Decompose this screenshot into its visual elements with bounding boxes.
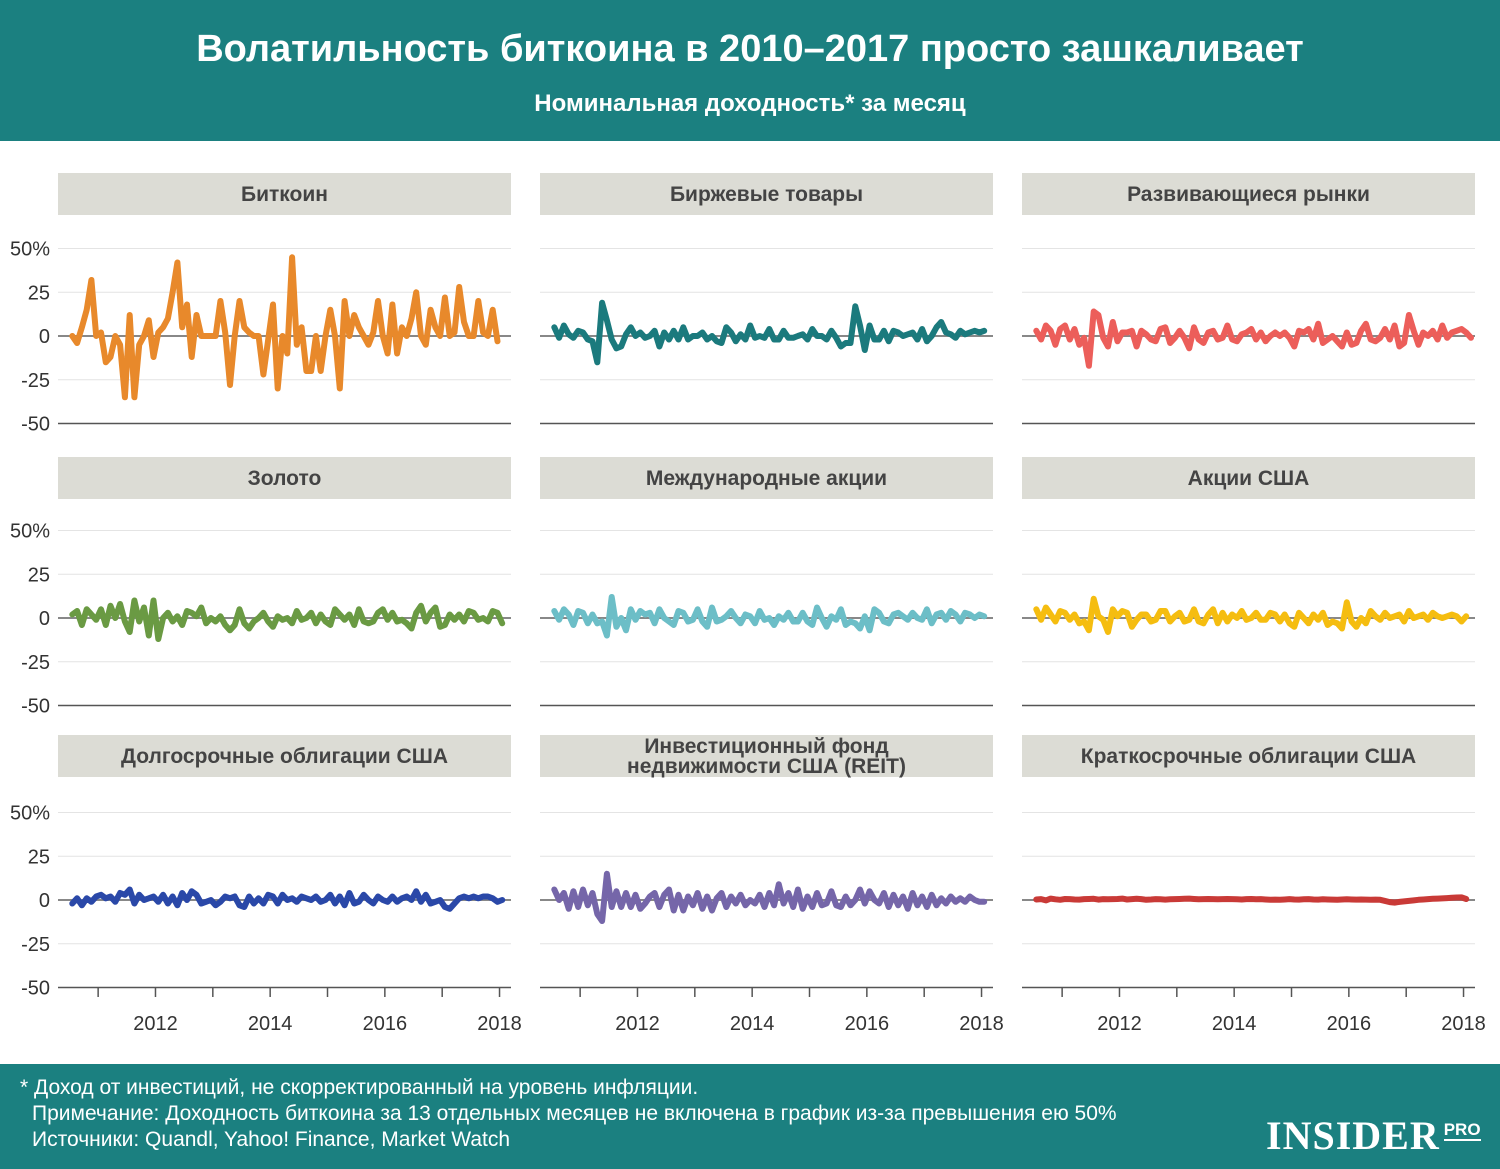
panel-title: Долгосрочные облигации США	[121, 745, 448, 768]
x-tick-label: 2018	[1441, 1013, 1486, 1035]
series-line	[551, 870, 988, 924]
panel-1: Биткоин 50% 25 0 -25 -50	[10, 173, 511, 436]
series-line	[1033, 595, 1470, 635]
panel-8: Инвестиционный фонд недвижимости США (REI…	[540, 735, 1004, 1035]
y-tick-label: 50%	[10, 803, 50, 825]
x-tick-label: 2012	[133, 1013, 178, 1035]
x-tick-label: 2018	[477, 1013, 522, 1035]
y-tick-label: 50%	[10, 239, 50, 261]
x-tick-label: 2016	[1327, 1013, 1372, 1035]
panel-title: Международные акции	[646, 467, 887, 490]
y-tick-label: 25	[28, 282, 50, 304]
y-tick-label: -50	[21, 696, 50, 718]
brand-sub: PRO	[1443, 1120, 1481, 1141]
page-title: Волатильность биткоина в 2010–2017 прост…	[196, 28, 1304, 70]
series-line	[1033, 308, 1474, 369]
x-tick-label: 2014	[248, 1013, 293, 1035]
panel-title: Развивающиеся рынки	[1127, 183, 1370, 206]
x-tick-label: 2018	[959, 1013, 1004, 1035]
panel-7: Долгосрочные облигации США 50% 25 0 -25 -50 20…	[10, 735, 522, 1035]
footnote: * Доход от инвестиций, не скорректирован…	[20, 1076, 699, 1099]
x-tick-label: 2016	[363, 1013, 408, 1035]
panel-title-bar	[58, 457, 511, 499]
panel-title: Золото	[248, 467, 322, 490]
x-tick-label: 2012	[1097, 1013, 1142, 1035]
series-line	[1033, 894, 1470, 906]
panel-4: Золото 50% 25 0 -25 -50	[10, 457, 511, 718]
panel-5: Международные акции	[540, 457, 993, 707]
header-banner: Волатильность биткоина в 2010–2017 прост…	[0, 0, 1500, 141]
sources: Источники: Quandl, Yahoo! Finance, Marke…	[32, 1128, 511, 1151]
panel-title: Инвестиционный фонд недвижимости США (REI…	[627, 735, 906, 778]
footer-banner: * Доход от инвестиций, не скорректирован…	[0, 1064, 1500, 1169]
panel-2: Биржевые товары	[540, 173, 993, 425]
series-line	[551, 299, 988, 366]
panel-title-bar	[58, 735, 511, 777]
panel-title: Биржевые товары	[670, 183, 863, 206]
y-tick-label: 25	[28, 564, 50, 586]
x-tick-label: 2014	[1212, 1013, 1257, 1035]
panel-title-bar	[1022, 457, 1475, 499]
panel-9: Краткосрочные облигации США 2012 2014 2016 2…	[1022, 735, 1486, 1035]
panel-title-bar	[540, 173, 993, 215]
series-line	[69, 886, 506, 912]
panel-title-bar	[58, 173, 511, 215]
panel-title-bar	[1022, 173, 1475, 215]
x-tick-label: 2016	[845, 1013, 890, 1035]
insider-pro-logo: INSIDER PRO	[1266, 1112, 1481, 1159]
panel-title: Акции США	[1188, 467, 1310, 490]
panel-title-bar	[540, 735, 993, 777]
y-tick-label: 0	[39, 608, 50, 630]
panel-title: Краткосрочные облигации США	[1081, 745, 1416, 768]
panel-title-bar	[1022, 735, 1475, 777]
brand-name: INSIDER	[1266, 1113, 1440, 1158]
y-tick-label: 0	[39, 326, 50, 348]
x-tick-label: 2014	[730, 1013, 775, 1035]
series-line	[69, 597, 506, 642]
panel-6: Акции США	[1022, 457, 1475, 707]
y-tick-label: -50	[21, 414, 50, 436]
small-multiples-chart: Биткоин 50% 25 0 -25 -50 Биржевые товары Развив…	[10, 173, 1486, 1035]
panel-title: Биткоин	[241, 183, 328, 206]
series-line	[551, 594, 988, 639]
y-tick-label: -25	[21, 652, 50, 674]
panel-3: Развивающиеся рынки	[1022, 173, 1475, 425]
y-tick-label: -25	[21, 934, 50, 956]
note: Примечание: Доходность биткоина за 13 от…	[32, 1102, 1117, 1125]
y-tick-label: -25	[21, 370, 50, 392]
y-tick-label: 25	[28, 846, 50, 868]
x-tick-label: 2012	[615, 1013, 660, 1035]
y-tick-label: -50	[21, 978, 50, 1000]
y-tick-label: 50%	[10, 521, 50, 543]
y-tick-label: 0	[39, 890, 50, 912]
panel-title-bar	[540, 457, 993, 499]
page-subtitle: Номинальная доходность* за месяц	[534, 90, 966, 117]
series-line	[69, 254, 501, 401]
